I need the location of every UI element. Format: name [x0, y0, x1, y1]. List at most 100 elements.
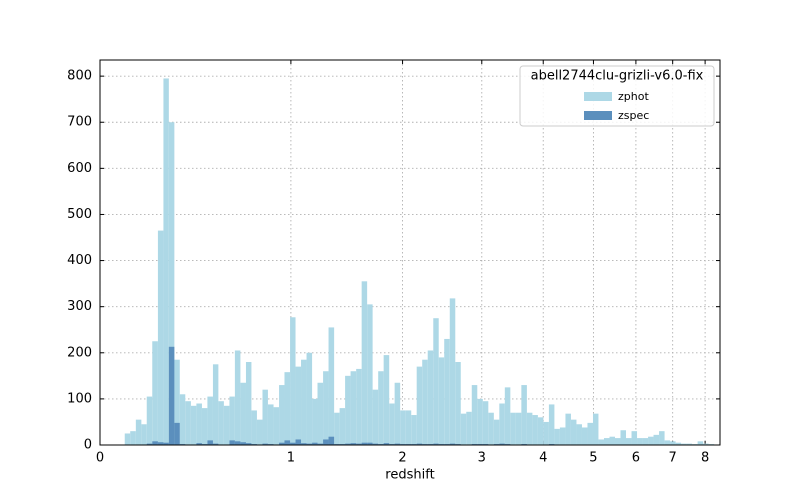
bar — [207, 396, 213, 445]
bar — [312, 398, 318, 445]
bar — [603, 438, 610, 445]
bar — [179, 394, 186, 445]
bar — [163, 442, 169, 445]
bar — [637, 438, 643, 445]
bar — [317, 443, 324, 445]
bar — [686, 443, 693, 445]
bar — [174, 359, 180, 445]
bar — [433, 443, 439, 445]
bar — [681, 443, 687, 445]
bar — [279, 385, 285, 445]
bar — [130, 431, 136, 445]
x-tick-label: 6 — [632, 451, 640, 466]
bar — [372, 389, 379, 445]
bar — [372, 443, 379, 445]
bar — [521, 385, 527, 445]
bar — [642, 438, 649, 445]
bar — [383, 443, 390, 445]
bar — [449, 443, 456, 445]
bar — [389, 403, 395, 445]
legend-swatch — [584, 111, 612, 120]
bar — [581, 427, 588, 445]
bar — [367, 304, 373, 445]
bar — [223, 405, 230, 445]
bar — [570, 419, 577, 445]
x-tick-label: 7 — [669, 451, 677, 466]
bar — [290, 317, 296, 445]
bar — [488, 412, 494, 445]
bar — [157, 442, 164, 445]
bar — [565, 413, 571, 445]
bar — [196, 403, 202, 445]
bar — [356, 443, 362, 445]
bar — [477, 398, 483, 445]
bar — [620, 430, 627, 445]
x-tick-label: 4 — [539, 451, 547, 466]
bar — [212, 364, 219, 445]
bar — [350, 443, 357, 445]
bar — [515, 412, 522, 445]
bar — [262, 389, 268, 445]
bar — [334, 412, 340, 445]
bar — [537, 417, 544, 445]
bar — [135, 419, 142, 445]
bar — [400, 410, 406, 445]
bar — [361, 281, 368, 445]
bar — [614, 438, 621, 445]
legend-swatch — [584, 92, 612, 101]
bar — [697, 441, 704, 445]
legend-title: abell2744clu-grizli-v6.0-fix — [531, 69, 704, 84]
bar — [433, 318, 439, 445]
bar — [609, 436, 615, 445]
bar — [157, 230, 164, 445]
x-tick-label: 3 — [478, 451, 486, 466]
x-axis-label: redshift — [385, 468, 434, 483]
bar — [146, 396, 153, 445]
legend-label: zphot — [618, 90, 649, 103]
bar — [152, 441, 158, 445]
bar — [543, 421, 549, 445]
bar — [559, 427, 566, 445]
y-tick-label: 800 — [67, 69, 92, 84]
bar — [592, 413, 599, 445]
bar — [284, 372, 291, 445]
bar — [460, 413, 467, 445]
bar — [295, 439, 302, 445]
bar — [273, 407, 280, 445]
bar — [168, 346, 175, 445]
bar — [416, 366, 423, 445]
bar — [262, 443, 268, 445]
legend-box — [519, 65, 715, 127]
bar — [444, 338, 450, 445]
bar — [670, 441, 676, 445]
bar — [576, 424, 582, 445]
y-tick-label: 100 — [67, 391, 92, 406]
bar — [301, 443, 307, 445]
y-tick-label: 400 — [67, 253, 92, 268]
bar — [256, 419, 263, 445]
bar — [587, 422, 593, 445]
bar — [201, 408, 208, 445]
x-tick-label: 2 — [398, 451, 406, 466]
bar — [328, 327, 335, 445]
bar — [174, 422, 180, 445]
bar — [312, 442, 318, 445]
bar — [493, 419, 500, 445]
bar — [416, 443, 423, 445]
bar — [405, 410, 412, 445]
bar — [526, 412, 533, 445]
bar — [306, 352, 313, 445]
bar — [295, 366, 302, 445]
bar — [190, 405, 197, 445]
bar — [323, 371, 329, 445]
bar — [455, 362, 461, 445]
bar — [229, 440, 235, 445]
bar — [554, 428, 560, 445]
bar — [218, 401, 224, 445]
bar — [471, 385, 478, 445]
bar — [323, 439, 329, 445]
bar — [631, 431, 638, 445]
y-tick-label: 500 — [67, 207, 92, 222]
bar — [356, 368, 362, 445]
bar — [290, 442, 296, 445]
